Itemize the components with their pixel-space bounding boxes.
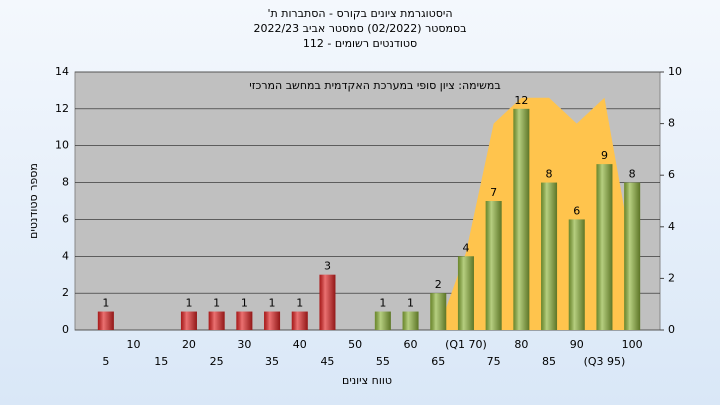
bar-shade (291, 311, 308, 330)
y-tick-label: 12 (55, 102, 69, 115)
x-tick-label: 50 (348, 338, 362, 351)
y-tick-label: 2 (62, 286, 69, 299)
annotation: במשימה: ציון סופי במערכת האקדמית במחשב ה… (249, 79, 500, 92)
y2-tick-label: 4 (668, 220, 675, 233)
bar-shade (97, 311, 114, 330)
y-tick-label: 10 (55, 139, 69, 152)
bar-shade (264, 311, 281, 330)
y-axis-label: מספר סטודנטים (27, 163, 40, 239)
y2-tick-label: 8 (668, 117, 675, 130)
x-tick-label: 65 (431, 355, 445, 368)
data-label: 12 (514, 94, 528, 107)
x-tick-label: 35 (265, 355, 279, 368)
data-label: 9 (601, 149, 608, 162)
x-tick-label: 60 (404, 338, 418, 351)
y-tick-label: 4 (62, 249, 69, 262)
x-tick-label: 5 (102, 355, 109, 368)
data-label: 1 (296, 297, 303, 310)
data-label: 1 (269, 297, 276, 310)
x-tick-label: 30 (237, 338, 251, 351)
data-label: 1 (102, 297, 109, 310)
data-label: 6 (573, 204, 580, 217)
bar-shade (236, 311, 253, 330)
y2-tick-label: 6 (668, 168, 675, 181)
x-tick-label: 55 (376, 355, 390, 368)
data-label: 1 (241, 297, 248, 310)
x-tick-label: 40 (293, 338, 307, 351)
bar-shade (541, 182, 558, 330)
y-tick-label: 8 (62, 176, 69, 189)
chart-title: 'היסטוגרמת ציונים בקורס - הסתברות ת (267, 7, 452, 20)
x-tick-label: 80 (514, 338, 528, 351)
bar-shade (624, 182, 641, 330)
x-tick-label: 45 (320, 355, 334, 368)
x-tick-label: 10 (127, 338, 141, 351)
y2-tick-label: 2 (668, 271, 675, 284)
y2-tick-label: 0 (668, 323, 675, 336)
x-tick-label: 25 (210, 355, 224, 368)
bar-shade (513, 108, 530, 330)
x-tick-label: 20 (182, 338, 196, 351)
x-tick-label: (Q3 95) (584, 355, 626, 368)
y-tick-label: 0 (62, 323, 69, 336)
x-axis-label: טווח ציונים (342, 374, 392, 387)
x-tick-label: 15 (154, 355, 168, 368)
bar-shade (319, 274, 336, 330)
y-tick-label: 6 (62, 212, 69, 225)
bar-shade (457, 256, 474, 330)
bar-shade (485, 201, 502, 330)
data-label: 1 (213, 297, 220, 310)
bar-shade (402, 311, 419, 330)
x-tick-label: 85 (542, 355, 556, 368)
data-label: 3 (324, 260, 331, 273)
data-label: 1 (185, 297, 192, 310)
data-label: 4 (462, 241, 469, 254)
bar-shade (374, 311, 391, 330)
bar-shade (596, 164, 613, 330)
data-label: 1 (379, 297, 386, 310)
chart-subtitle: בסמסטר (02/2022) סמסטר אביב 2022/23 (253, 22, 466, 35)
data-label: 7 (490, 186, 497, 199)
bar-shade (180, 311, 197, 330)
data-label: 8 (629, 168, 636, 181)
x-tick-label: 90 (570, 338, 584, 351)
data-label: 2 (435, 278, 442, 291)
data-label: 1 (407, 297, 414, 310)
y2-tick-label: 10 (668, 65, 682, 78)
x-tick-label: (Q1 70) (445, 338, 487, 351)
data-label: 8 (546, 168, 553, 181)
x-tick-label: 100 (622, 338, 643, 351)
bar-shade (568, 219, 585, 330)
chart-subtitle: סטודנטים רשומים - 112 (303, 37, 417, 50)
y-tick-label: 14 (55, 65, 69, 78)
bar-shade (208, 311, 225, 330)
x-tick-label: 75 (487, 355, 501, 368)
bar-shade (430, 293, 447, 330)
